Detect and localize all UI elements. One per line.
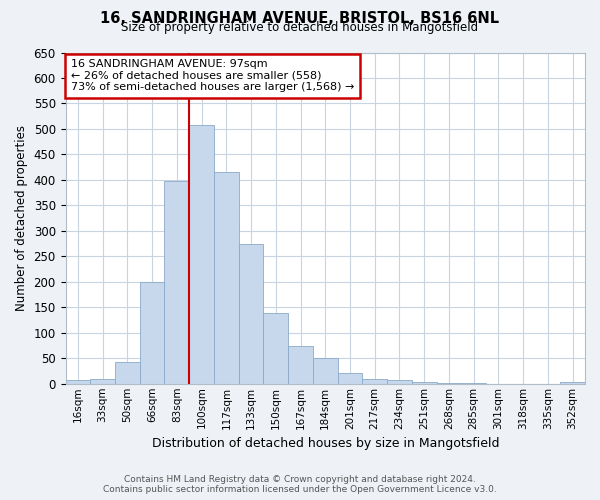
Bar [239,244,263,384]
Bar [65,380,90,384]
Bar [164,182,189,384]
Text: Size of property relative to detached houses in Mangotsfield: Size of property relative to detached ho… [121,21,479,34]
Bar [263,314,288,384]
Bar [387,380,412,384]
Bar [140,282,164,384]
Bar [437,382,461,384]
Bar [313,358,338,384]
Text: 16 SANDRINGHAM AVENUE: 97sqm
← 26% of detached houses are smaller (558)
73% of s: 16 SANDRINGHAM AVENUE: 97sqm ← 26% of de… [71,59,354,92]
Y-axis label: Number of detached properties: Number of detached properties [15,125,28,311]
X-axis label: Distribution of detached houses by size in Mangotsfield: Distribution of detached houses by size … [152,437,499,450]
Bar [115,362,140,384]
Bar [362,378,387,384]
Bar [461,382,486,384]
Text: Contains HM Land Registry data © Crown copyright and database right 2024.
Contai: Contains HM Land Registry data © Crown c… [103,474,497,494]
Text: 16, SANDRINGHAM AVENUE, BRISTOL, BS16 6NL: 16, SANDRINGHAM AVENUE, BRISTOL, BS16 6N… [100,11,500,26]
Bar [412,382,437,384]
Bar [90,378,115,384]
Bar [338,372,362,384]
Bar [288,346,313,384]
Bar [560,382,585,384]
Bar [189,126,214,384]
Bar [214,172,239,384]
